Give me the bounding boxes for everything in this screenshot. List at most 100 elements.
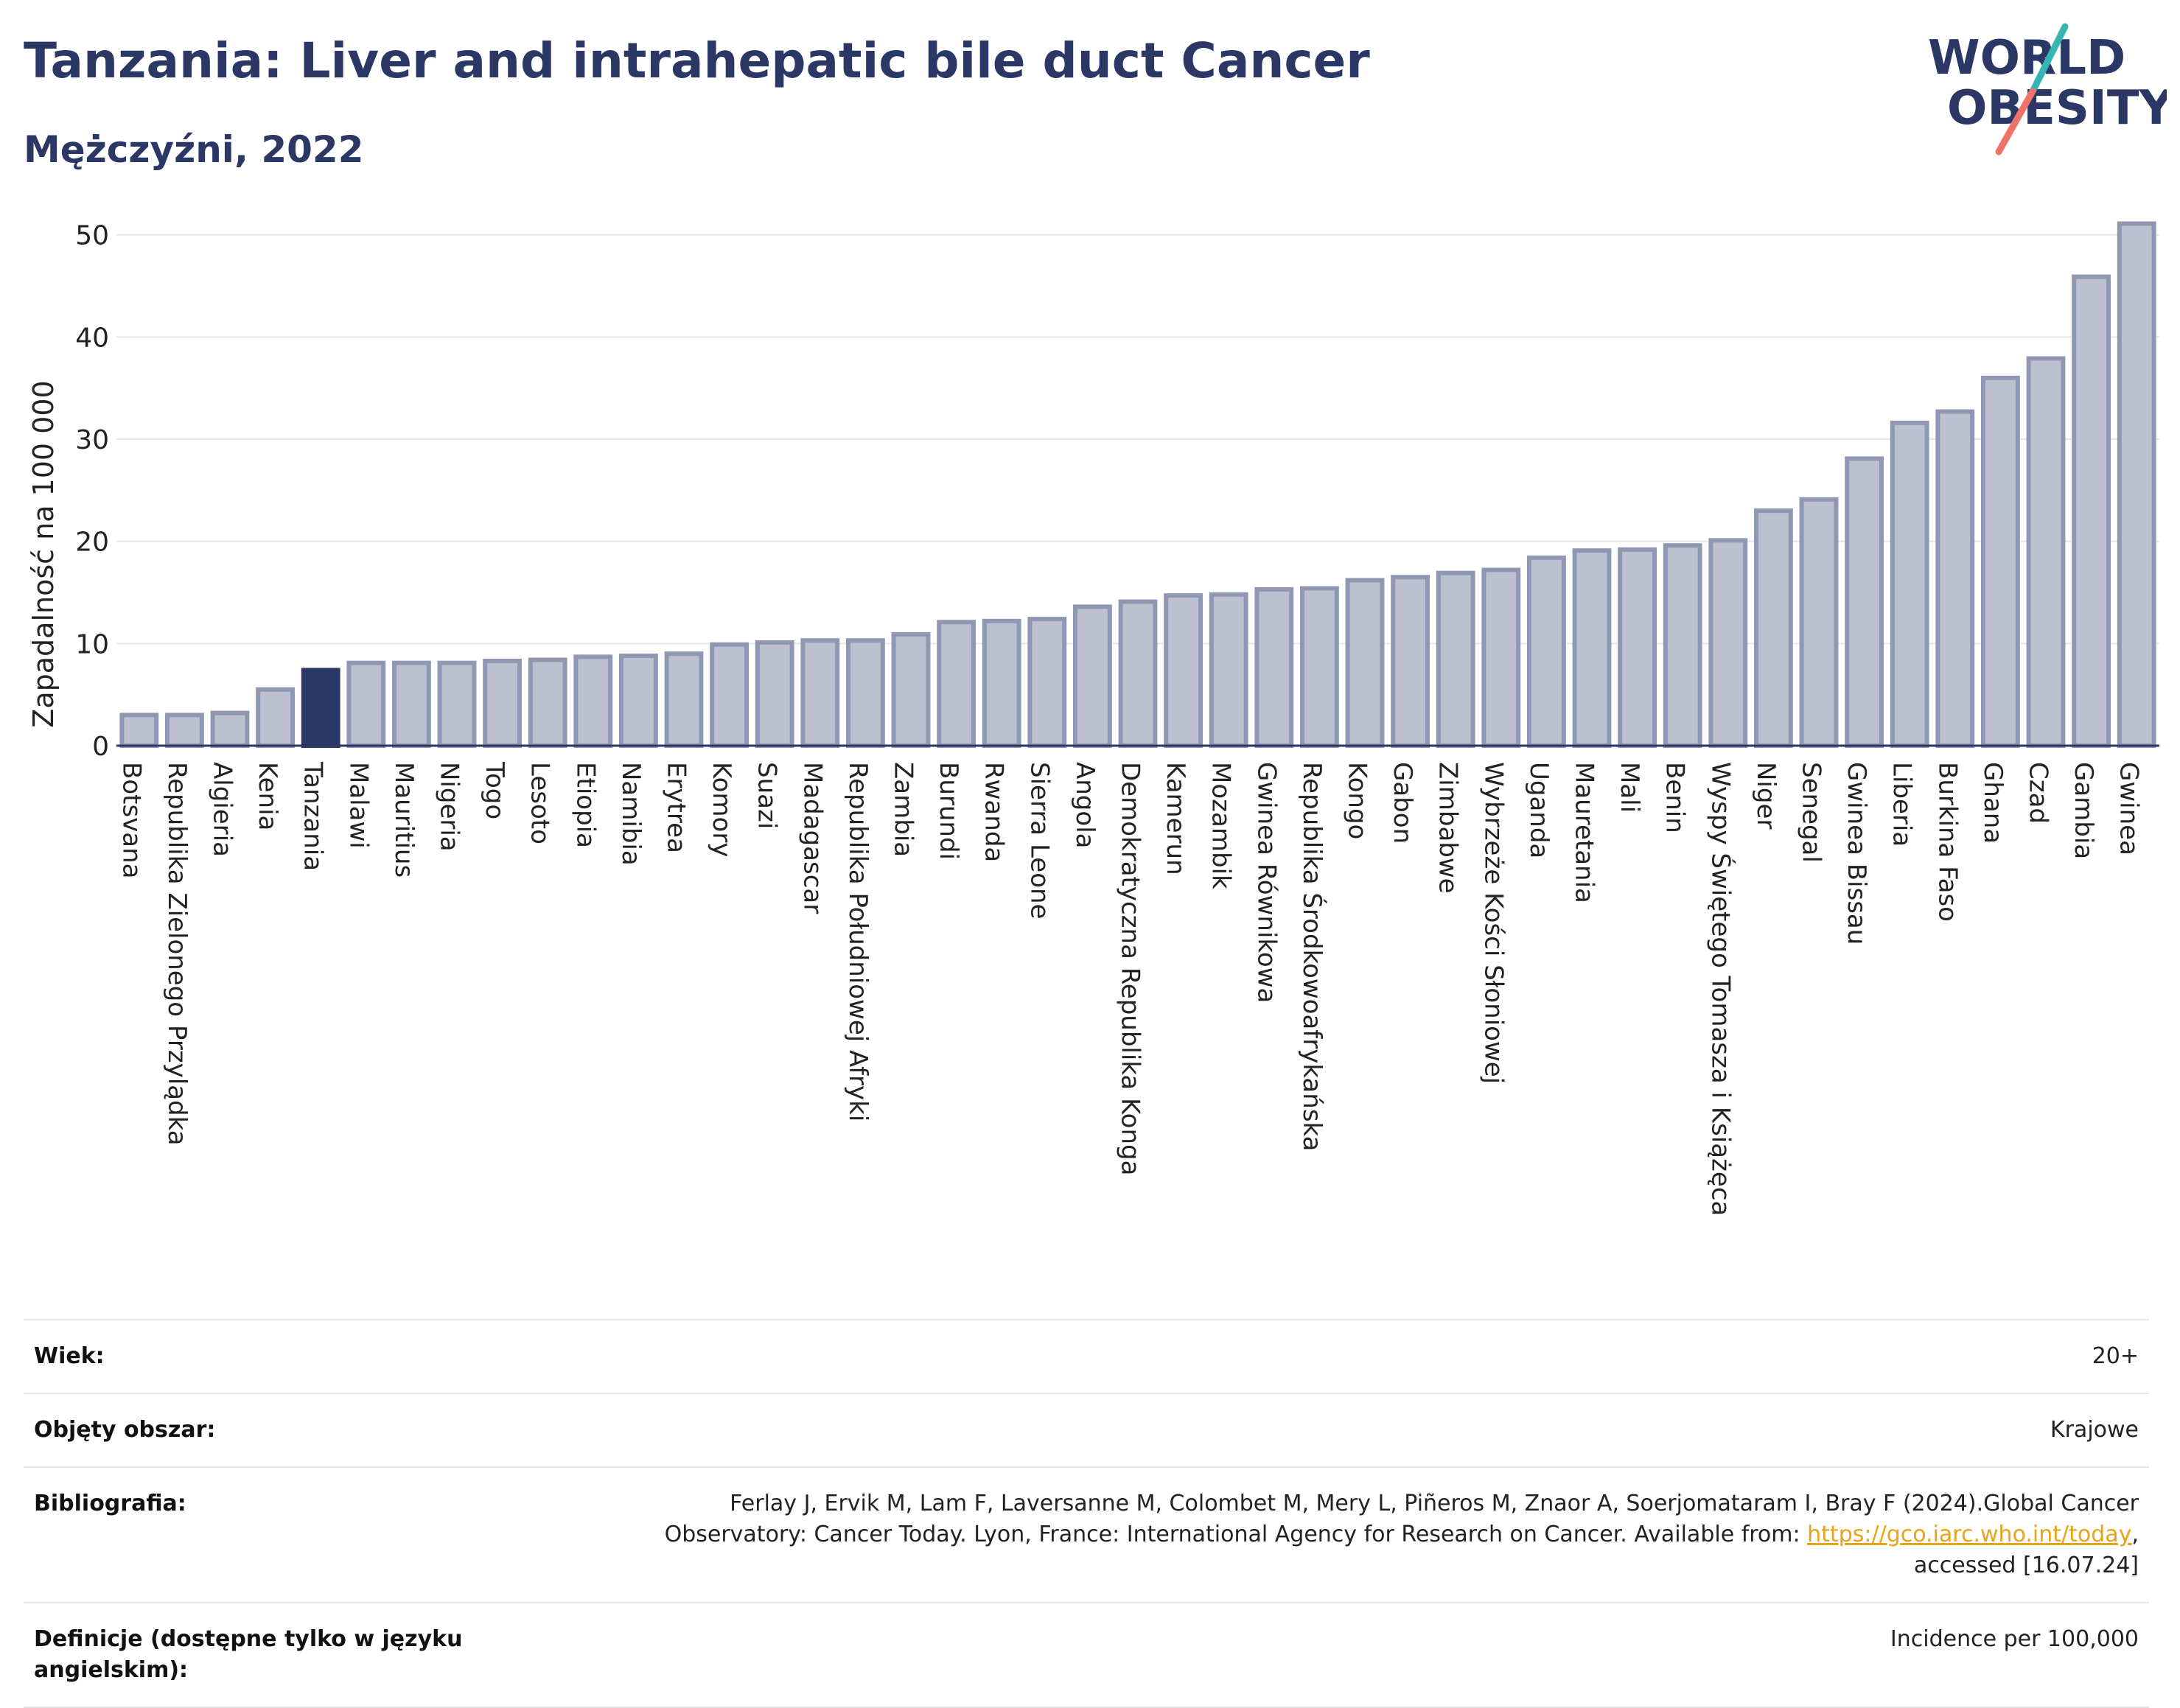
bars: [119, 221, 2156, 749]
bar-burkina-faso: [1935, 409, 1975, 748]
bar-togo: [483, 658, 523, 748]
x-tick-label: Gwinea Bissau: [1842, 762, 1871, 945]
bar-komory: [710, 642, 750, 748]
bar-mali: [1618, 547, 1657, 748]
logo-word-obesity: OBESITY: [1947, 81, 2167, 136]
x-tick-label: Burundi: [934, 762, 963, 860]
logo-word-world: WORLD: [1928, 31, 2125, 85]
bibliography-line-1: Ferlay J, Ervik M, Lam F, Laversanne M, …: [730, 1491, 2139, 1516]
chart-title: Tanzania: Liver and intrahepatic bile du…: [24, 32, 1370, 89]
bar-gwinea-równikowa: [1254, 587, 1294, 748]
bar-zimbabwe: [1436, 570, 1475, 748]
bar-demokratyczna-republika-konga: [1118, 599, 1158, 748]
bibliography-link[interactable]: https://gco.iarc.who.int/today: [1807, 1522, 2132, 1547]
x-tick-label: Gwinea: [2114, 762, 2144, 855]
bar-namibia: [618, 653, 658, 748]
bar-sierra-leone: [1027, 617, 1067, 748]
bar-wyspy-świętego-tomasza-i-książęca: [1708, 538, 1748, 749]
x-tick-label: Botsvana: [116, 762, 146, 879]
y-tick-label: 40: [75, 323, 109, 353]
bar-liberia: [1890, 420, 1929, 748]
x-tick-label: Wybrzeże Kości Słoniowej: [1478, 762, 1508, 1084]
x-tick-label: Nigeria: [435, 762, 464, 852]
x-tick-label: Rwanda: [979, 762, 1009, 862]
y-tick-label: 10: [75, 629, 109, 659]
bar-lesoto: [528, 657, 567, 748]
bar-zambia: [891, 631, 931, 748]
bar-kamerun: [1164, 593, 1203, 748]
info-value: Incidence per 100,000: [516, 1602, 2149, 1708]
info-key: Wiek:: [24, 1319, 516, 1394]
bar-gwinea-bissau: [1845, 456, 1884, 748]
x-tick-label: Zambia: [889, 762, 918, 857]
x-tick-label: Republika Zielonego Przylądka: [162, 762, 192, 1146]
axes: 0 10 20 30 40 50: [75, 221, 2159, 762]
x-tick-label: Madagascar: [797, 762, 827, 914]
x-tick-label: Algieria: [208, 762, 237, 857]
info-table: Wiek: 20+ Objęty obszar: Krajowe Bibliog…: [24, 1319, 2149, 1708]
x-tick-label: Mozambik: [1206, 762, 1236, 889]
chart-subtitle: Mężczyźni, 2022: [24, 128, 364, 171]
x-tick-label: Kongo: [1343, 762, 1372, 839]
bar-benin: [1663, 543, 1702, 748]
x-tick-label: Benin: [1660, 762, 1690, 833]
y-axis-label: Zapadalność na 100 000: [27, 380, 60, 727]
x-tick-label: Mali: [1615, 762, 1644, 813]
x-tick-label: Kenia: [253, 762, 282, 830]
info-value: Ferlay J, Ervik M, Lam F, Laversanne M, …: [516, 1466, 2149, 1603]
bar-malawi: [346, 660, 386, 748]
info-key: Definicje (dostępne tylko w języku angie…: [24, 1602, 516, 1708]
bar-kenia: [256, 687, 296, 748]
bar-republika-zielonego-przylądka: [164, 713, 204, 749]
bibliography-line-2: Observatory: Cancer Today. Lyon, France:…: [664, 1522, 1808, 1547]
x-tick-label: Uganda: [1524, 762, 1554, 858]
bibliography-line-3: accessed [16.07.24]: [1913, 1553, 2139, 1578]
bar-niger: [1753, 508, 1793, 748]
info-key: Bibliografia:: [24, 1466, 516, 1603]
world-obesity-logo: WORLD OBESITY: [1928, 23, 2167, 155]
x-tick-label: Komory: [707, 762, 736, 857]
info-value: Krajowe: [516, 1393, 2149, 1468]
info-row-area: Objęty obszar: Krajowe: [24, 1393, 2149, 1468]
bar-angola: [1072, 604, 1112, 749]
bar-republika-południowej-afryki: [845, 638, 885, 748]
info-row-age: Wiek: 20+: [24, 1319, 2149, 1394]
bar-mozambik: [1209, 592, 1248, 748]
bar-mauritius: [391, 660, 431, 748]
bar-czad: [2026, 356, 2066, 748]
info-key: Objęty obszar:: [24, 1393, 516, 1468]
x-tick-label: Angola: [1070, 762, 1100, 848]
y-tick-label: 30: [75, 425, 109, 455]
info-value: 20+: [516, 1319, 2149, 1394]
bar-algieria: [210, 710, 250, 749]
bar-mauretania: [1572, 548, 1612, 748]
x-tick-label: Zimbabwe: [1433, 762, 1463, 894]
bar-burundi: [937, 620, 977, 748]
bar-uganda: [1526, 555, 1566, 749]
x-tick-label: Namibia: [616, 762, 646, 866]
x-tick-label: Burkina Faso: [1932, 762, 1962, 922]
bar-chart: 0 10 20 30 40 50 Botsvana Republika Zielonego …: [27, 221, 2159, 1216]
x-tick-label: Mauretania: [1570, 762, 1599, 903]
bar-tanzania: [301, 668, 340, 749]
bar-ghana: [1980, 375, 2020, 748]
bar-republika-środkowoafrykańska: [1299, 586, 1339, 748]
x-tick-label: Wyspy Świętego Tomasza i Książęca: [1705, 762, 1736, 1216]
bar-senegal: [1799, 497, 1839, 748]
bar-rwanda: [982, 618, 1021, 748]
x-tick-label: Gambia: [2069, 762, 2098, 859]
x-tick-label: Suazi: [752, 762, 782, 829]
x-tick-label: Etiopia: [570, 762, 600, 848]
bar-suazi: [755, 640, 794, 748]
y-tick-label: 50: [75, 221, 109, 251]
bar-nigeria: [437, 660, 477, 748]
bar-gambia: [2072, 274, 2111, 748]
x-tick-labels: Botsvana Republika Zielonego Przylądka Alg…: [116, 761, 2143, 1216]
x-tick-label: Senegal: [1797, 762, 1826, 863]
x-tick-label: Togo: [480, 761, 509, 819]
bar-kongo: [1345, 578, 1385, 749]
x-tick-label: Mauritius: [389, 762, 419, 878]
x-tick-label: Tanzania: [298, 761, 328, 871]
y-tick-label: 20: [75, 528, 109, 558]
x-tick-label: Sierra Leone: [1024, 762, 1054, 919]
